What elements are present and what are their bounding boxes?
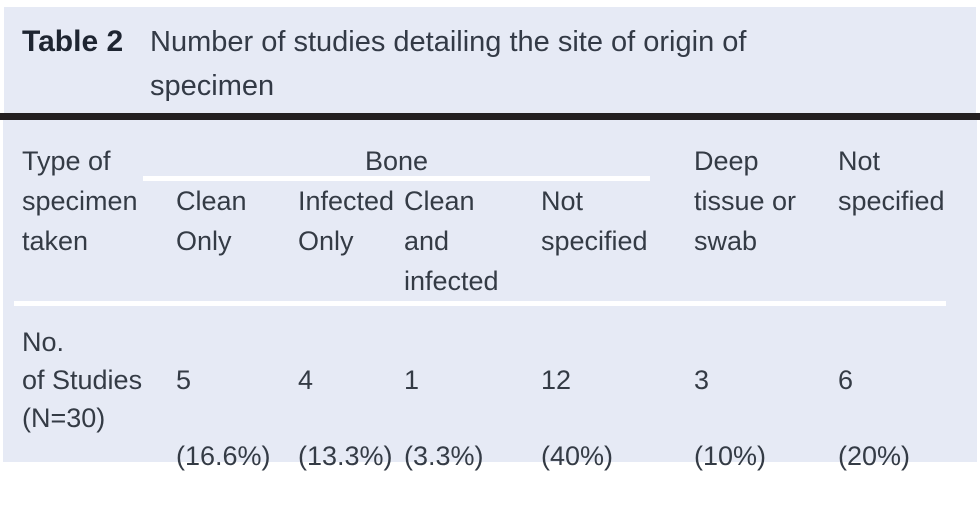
value: 1 xyxy=(404,365,420,395)
caption-text: Number of studies detailing the site of … xyxy=(150,26,747,102)
page: Table 2 Number of studies detailing the … xyxy=(0,7,980,471)
value: 12 xyxy=(541,365,572,395)
table-header-row: Type of specimen taken Clean Only Infect… xyxy=(22,141,977,301)
data-cell-infected-only: 4 (13.3%) xyxy=(298,323,404,513)
column-header-not-specified-bone: Not specified xyxy=(541,186,648,256)
bone-group-underline xyxy=(143,176,650,181)
data-cell-clean-only: 5 (16.6%) xyxy=(176,323,298,513)
table-data-row: No. of Studies (N=30) 5 (16.6%) 4 (13.3%… xyxy=(22,323,977,513)
column-header-clean-and-infected: Clean and infected xyxy=(404,186,499,296)
column-header-deep-tissue-or-swab: Deep tissue or swab xyxy=(694,146,797,256)
table-body: Bone Type of specimen taken Clean Only I… xyxy=(3,120,977,471)
table-number-label: Table 2 xyxy=(22,25,124,58)
percent: (20%) xyxy=(838,441,911,471)
header-divider-rule xyxy=(14,301,946,306)
column-header-infected-only: Infected Only xyxy=(298,186,395,256)
value: 6 xyxy=(838,365,854,395)
percent: (10%) xyxy=(694,441,767,471)
value: 5 xyxy=(176,365,192,395)
data-cell-not-specified: 6 (20%) xyxy=(838,323,977,513)
data-cell-not-specified-bone: 12 (40%) xyxy=(541,323,694,513)
percent: (13.3%) xyxy=(298,441,393,471)
column-header-clean-only: Clean Only xyxy=(176,186,247,256)
group-header-bone: Bone xyxy=(364,146,429,176)
value: 4 xyxy=(298,365,314,395)
column-header-not-specified: Not specified xyxy=(838,146,945,216)
row-header-no-of-studies: No. of Studies (N=30) xyxy=(22,327,143,433)
data-cell-deep-tissue-or-swab: 3 (10%) xyxy=(694,323,838,513)
stub-header-type-of-specimen: Type of specimen taken xyxy=(22,146,138,256)
top-rule xyxy=(0,113,980,120)
percent: (40%) xyxy=(541,441,614,471)
percent: (16.6%) xyxy=(176,441,271,471)
value: 3 xyxy=(694,365,710,395)
percent: (3.3%) xyxy=(404,441,484,471)
table-caption: Table 2 Number of studies detailing the … xyxy=(4,7,976,113)
data-cell-clean-and-infected: 1 (3.3%) xyxy=(404,323,541,513)
